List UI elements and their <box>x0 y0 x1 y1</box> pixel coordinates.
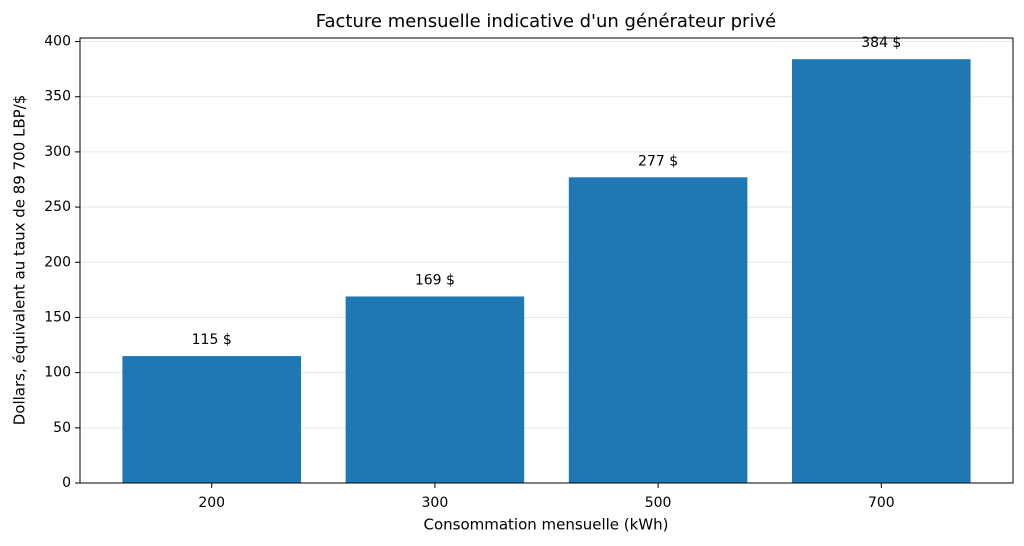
y-tick-label: 0 <box>62 475 71 491</box>
y-tick-label: 400 <box>44 34 71 50</box>
bar <box>568 177 748 483</box>
y-axis-label: Dollars, équivalent au taux de 89 700 LB… <box>11 95 29 426</box>
chart-title: Facture mensuelle indicative d'un généra… <box>316 11 776 32</box>
x-axis-label: Consommation mensuelle (kWh) <box>423 516 668 534</box>
y-tick-label: 100 <box>44 365 71 381</box>
x-tick-label: 300 <box>422 495 449 511</box>
y-tick-label: 150 <box>44 309 71 325</box>
x-tick-label: 200 <box>198 495 225 511</box>
data-label: 277 $ <box>638 153 678 169</box>
y-tick-label: 250 <box>44 199 71 215</box>
x-tick-label: 700 <box>868 495 895 511</box>
bar <box>345 296 525 483</box>
data-label: 384 $ <box>861 35 901 51</box>
bar <box>122 356 301 483</box>
x-tick-label: 500 <box>645 495 672 511</box>
y-tick-label: 300 <box>44 144 71 160</box>
y-tick-label: 50 <box>53 420 71 436</box>
plot-frame <box>79 37 1014 484</box>
data-label: 115 $ <box>192 332 232 348</box>
data-label: 169 $ <box>415 272 455 288</box>
y-tick-label: 350 <box>44 89 71 105</box>
y-tick-label: 200 <box>44 254 71 270</box>
bar <box>792 59 971 483</box>
